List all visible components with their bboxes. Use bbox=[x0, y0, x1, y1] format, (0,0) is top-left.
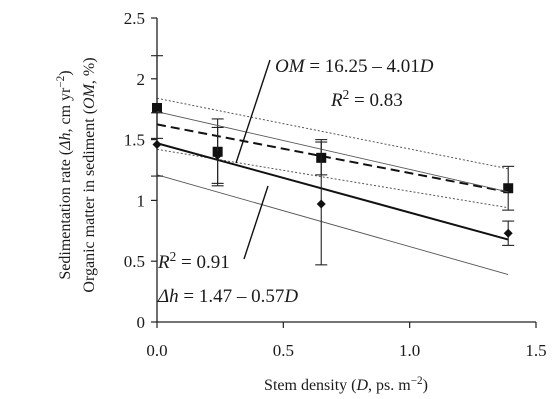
y-axis-label-sedimentation: Sedimentation rate (Δh, cm yr−2) bbox=[55, 70, 74, 279]
y-tick-label: 2.5 bbox=[124, 9, 145, 28]
equation-dh: Δh = 1.47 – 0.57D bbox=[157, 286, 298, 307]
data-point-diamond bbox=[316, 199, 326, 209]
r-squared-dh: R2 = 0.91 bbox=[157, 249, 230, 274]
x-tick-label: 1.5 bbox=[525, 341, 546, 360]
regression-line bbox=[156, 142, 509, 241]
data-point-diamond bbox=[152, 139, 162, 149]
axis-labels: Stem density (D, ps. m−2) Sedimentation r… bbox=[55, 57, 428, 394]
data-point-diamond bbox=[503, 228, 513, 238]
x-tick-label: 0.5 bbox=[273, 341, 294, 360]
y-tick-label: 1.5 bbox=[124, 131, 145, 150]
y-axis-label-organic-matter: Organic matter in sediment (OM, %) bbox=[81, 57, 98, 292]
x-tick-label: 0.0 bbox=[146, 341, 167, 360]
plot-area: 0 0.5 1 1.5 2 2.5 0.0 0.5 1.0 1.5 bbox=[124, 9, 547, 360]
confidence-band-line bbox=[156, 111, 509, 193]
annotations: OM = 16.25 – 4.01D R2 = 0.83 R2 = 0.91 Δh =… bbox=[157, 56, 434, 307]
annotation-leader-line bbox=[235, 59, 271, 164]
data-point-diamond bbox=[213, 150, 223, 160]
y-tick-label: 1 bbox=[137, 191, 146, 210]
data-point-square bbox=[503, 183, 514, 194]
equation-om: OM = 16.25 – 4.01D bbox=[275, 56, 434, 77]
y-tick-label: 0.5 bbox=[124, 252, 145, 271]
confidence-band-line bbox=[156, 148, 509, 209]
annotation-leader-line bbox=[243, 185, 269, 260]
y-tick-label: 0 bbox=[137, 313, 146, 332]
confidence-band-line bbox=[156, 174, 509, 276]
y-tick-label: 2 bbox=[137, 70, 146, 89]
r-squared-om: R2 = 0.83 bbox=[330, 87, 403, 112]
x-tick-label: 1.0 bbox=[399, 341, 420, 360]
data-point-square bbox=[152, 102, 162, 113]
regression-line bbox=[156, 123, 509, 193]
x-axis-label: Stem density (D, ps. m−2) bbox=[264, 375, 428, 394]
